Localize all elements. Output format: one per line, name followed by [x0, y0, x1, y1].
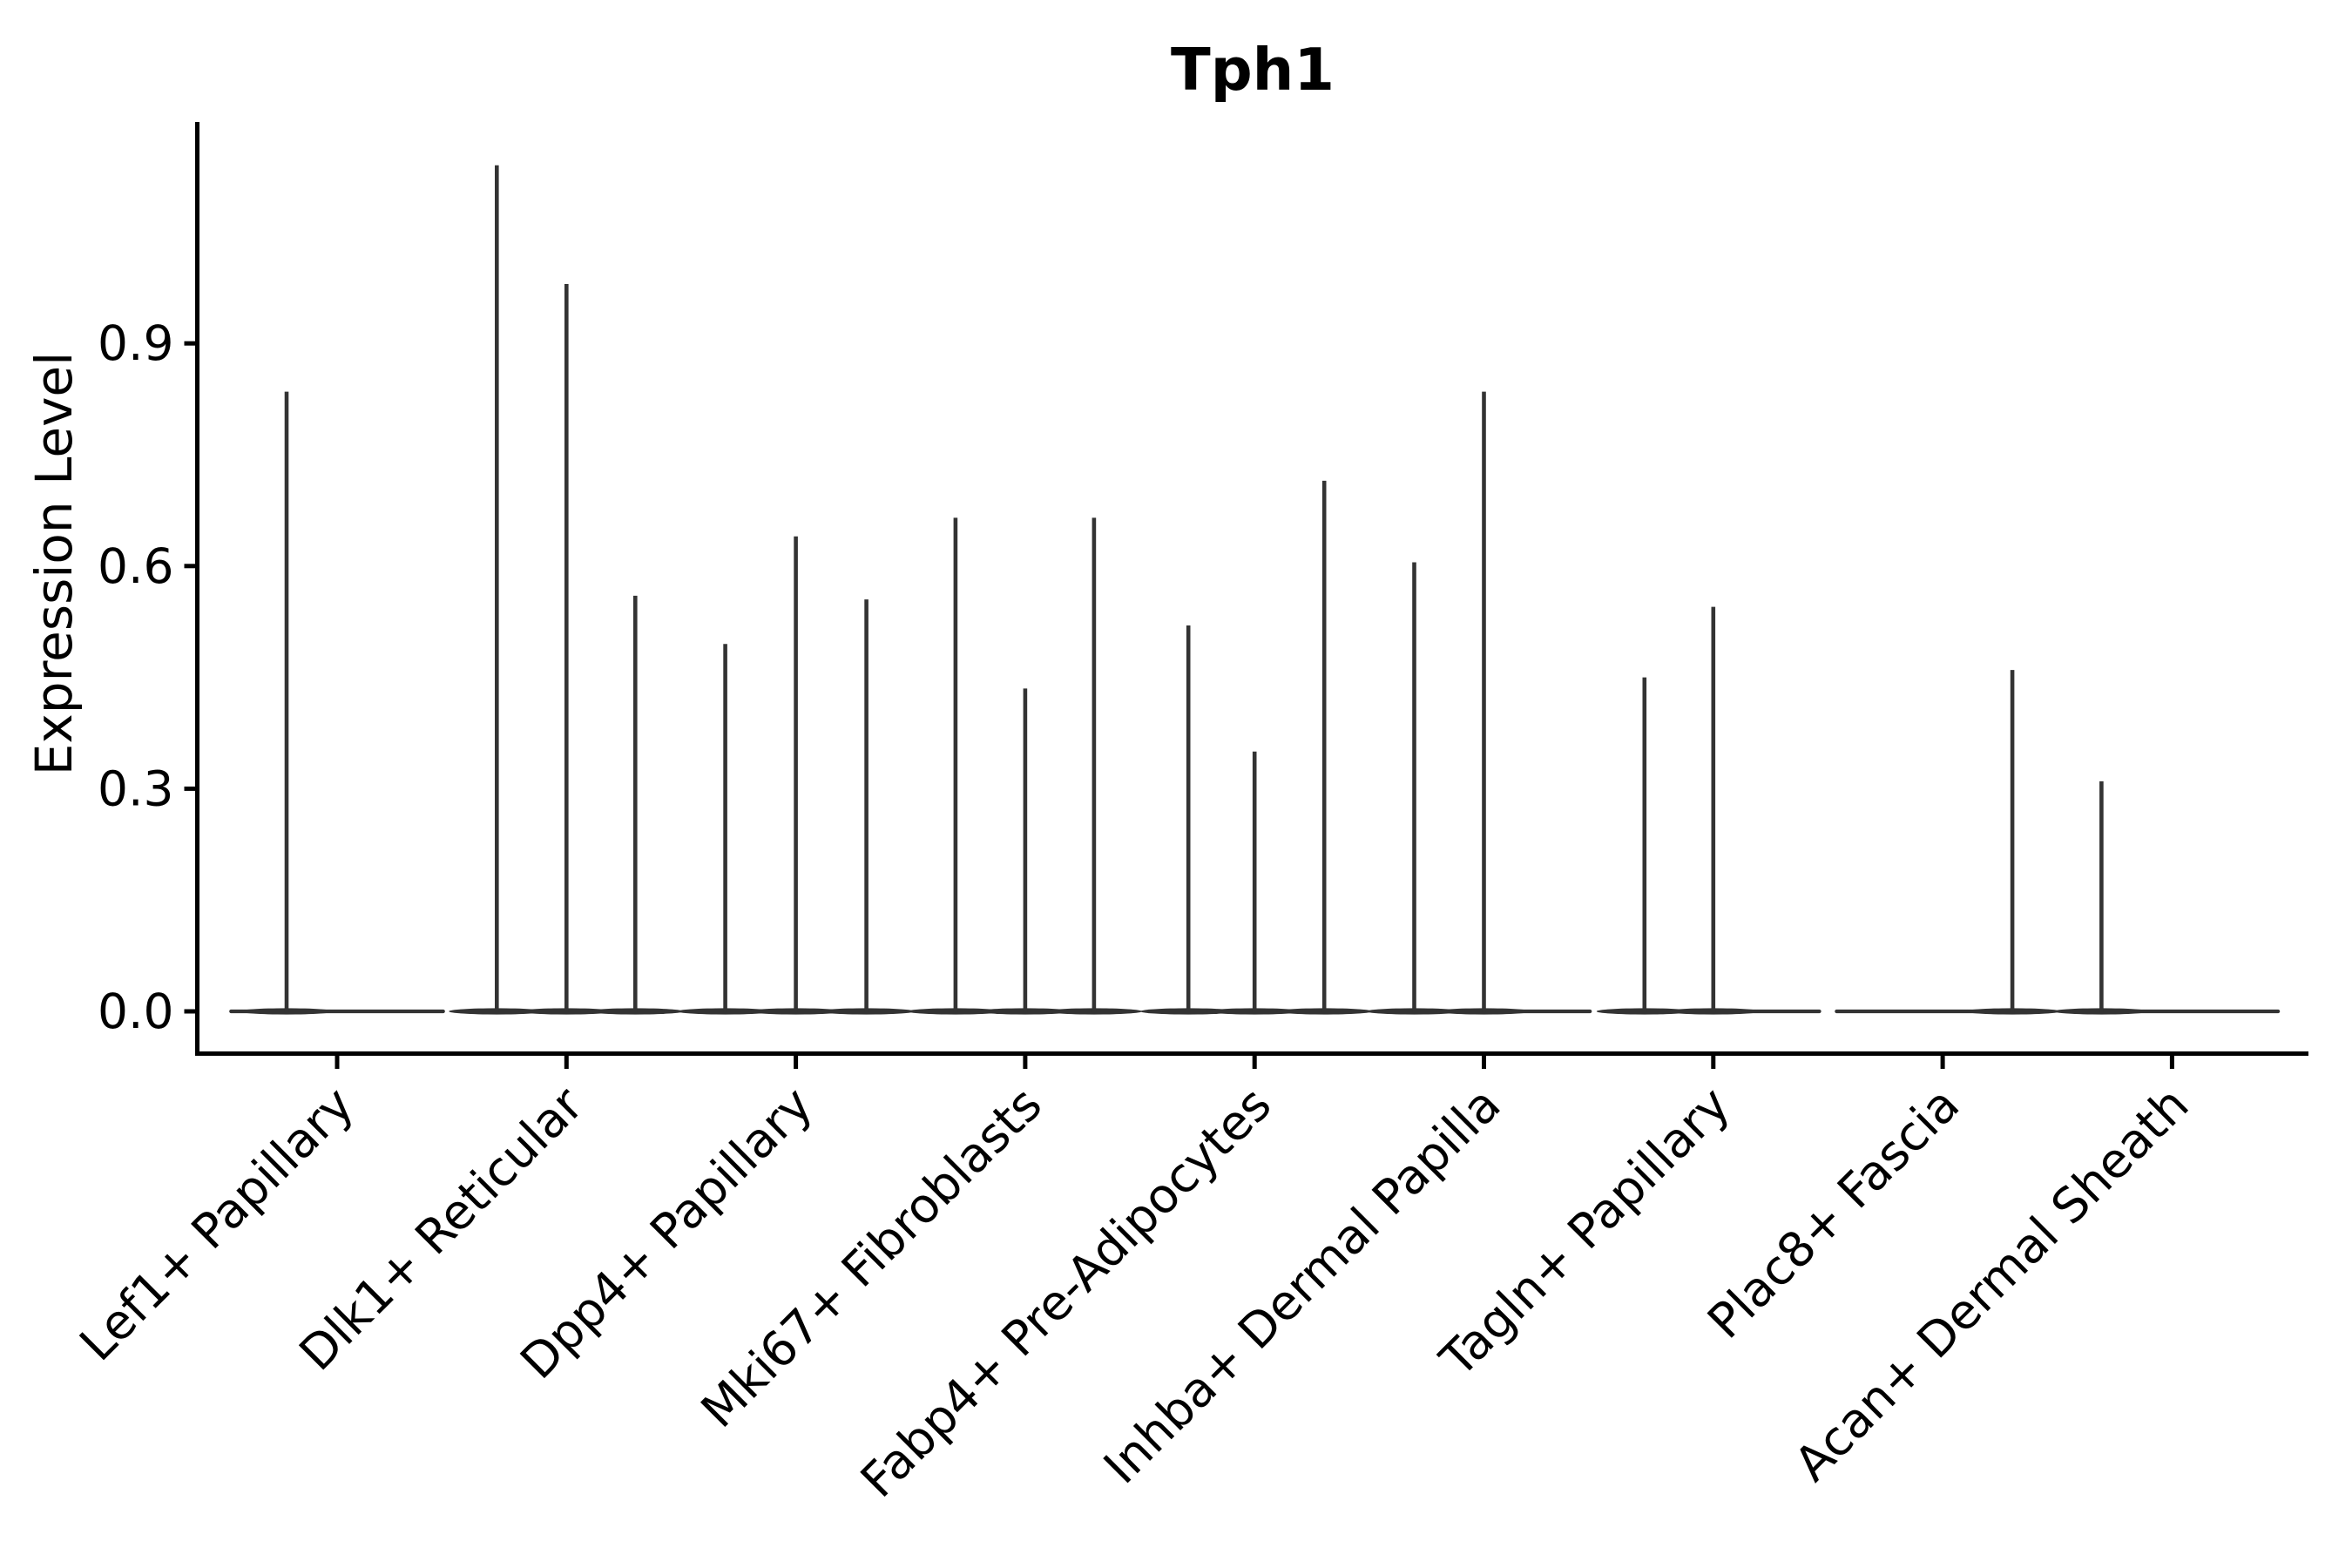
- violin-group: [1835, 670, 2061, 1015]
- violin-group: [449, 165, 684, 1015]
- violin-group: [1366, 391, 1592, 1015]
- y-tick-label: 0.3: [98, 760, 173, 816]
- violin-group: [677, 536, 915, 1015]
- violin-group: [1596, 606, 1821, 1015]
- y-tick-label: 0.0: [98, 983, 173, 1039]
- y-axis-ticks: 0.0 0.3 0.6 0.9: [98, 315, 198, 1039]
- violin-group: [2053, 781, 2281, 1015]
- y-tick-label: 0.9: [98, 315, 173, 371]
- violin-group: [907, 517, 1142, 1015]
- violins-layer: [229, 165, 2281, 1015]
- y-axis-label: Expression Level: [24, 352, 84, 775]
- x-tick-label: Inhba+ Dermal Papilla: [1093, 1076, 1511, 1494]
- violin-group: [229, 391, 445, 1015]
- y-tick-label: 0.6: [98, 538, 173, 594]
- x-tick-label: Fabp4+ Pre-Adipocytes: [850, 1076, 1282, 1508]
- chart-title: Tph1: [1171, 36, 1335, 104]
- violin-group: [1140, 480, 1373, 1015]
- x-tick-label: Acan+ Dermal Sheath: [1784, 1076, 2200, 1491]
- axes-layer: [195, 122, 2308, 1056]
